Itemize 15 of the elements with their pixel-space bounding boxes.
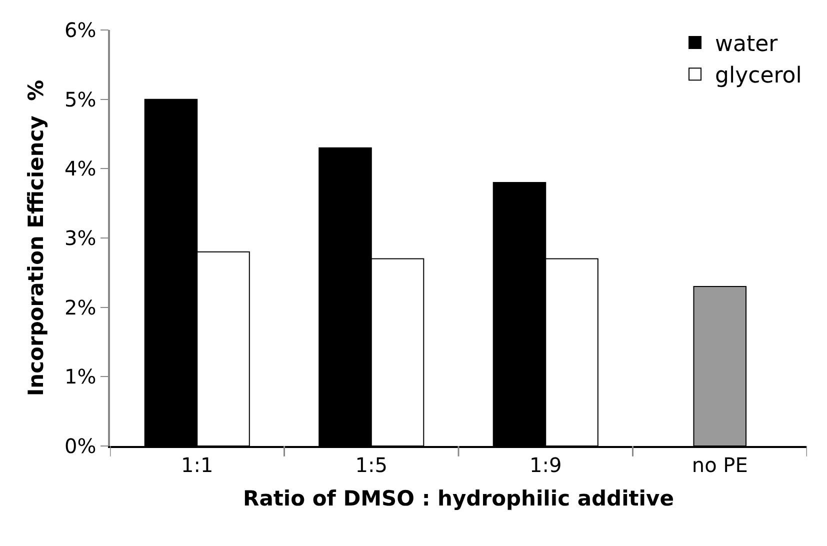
legend-label: water: [715, 32, 779, 58]
x-tick-label: 1:9: [530, 452, 562, 477]
y-axis-title: Incorporation Efficiency %: [24, 80, 48, 396]
y-tick-label: 5%: [64, 87, 96, 112]
y-tick-label: 3%: [64, 226, 96, 250]
y-tick-label: 4%: [64, 156, 96, 181]
x-axis-title: Ratio of DMSO : hydrophilic additive: [243, 486, 674, 510]
y-tick-label: 1%: [64, 364, 96, 389]
x-tick-label: 1:5: [355, 452, 388, 477]
y-tick-label: 0%: [64, 434, 96, 458]
legend-label: glycerol: [715, 64, 802, 89]
y-tick-label: 2%: [64, 295, 96, 320]
y-tick-label: 6%: [64, 18, 96, 42]
x-tick-label: 1:1: [181, 452, 214, 477]
x-tick-label: no PE: [692, 452, 748, 477]
